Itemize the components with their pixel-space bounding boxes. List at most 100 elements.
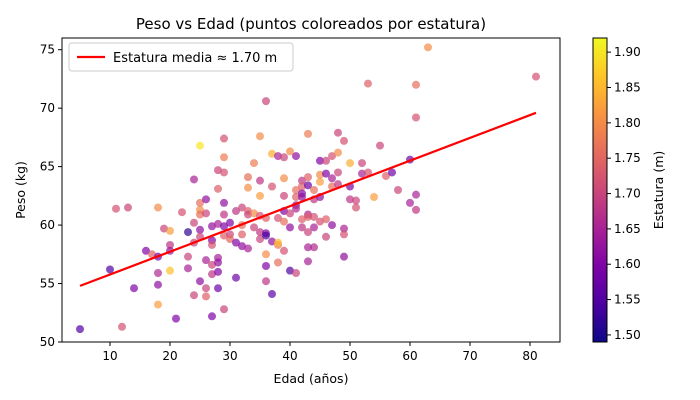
data-point [310,243,318,252]
data-point [226,218,234,227]
data-point [412,80,420,89]
data-point [244,244,252,253]
data-point [340,224,348,233]
data-point [196,277,204,286]
data-point [358,169,366,178]
data-point [148,250,156,259]
data-point [220,168,228,177]
y-tick-label: 75 [40,43,55,57]
data-point [184,228,192,237]
data-point [334,148,342,157]
x-axis-label: Edad (años) [274,371,349,386]
data-point [124,203,132,212]
data-point [256,176,264,185]
data-point [274,214,282,223]
data-point [202,284,210,293]
data-point [232,238,240,247]
data-point [208,260,216,269]
data-point [304,173,312,182]
data-point [196,198,204,207]
colorbar-tick-label: 1.80 [614,116,641,130]
data-point [214,219,222,228]
data-point [304,243,312,252]
data-point [262,250,270,259]
data-point [412,113,420,122]
data-point [262,97,270,106]
data-point [112,204,120,213]
data-point [310,186,318,194]
data-point [208,240,216,249]
data-point [274,152,282,161]
data-point [292,152,300,161]
data-point [280,191,288,200]
data-point [406,198,414,207]
data-point [220,305,228,314]
x-tick-label: 50 [342,349,357,363]
data-point [328,174,336,183]
data-point [214,166,222,175]
data-point [304,257,312,266]
data-point [532,72,540,81]
colorbar-tick-label: 1.65 [614,222,641,236]
colorbar-tick-label: 1.55 [614,293,641,307]
data-point [268,149,276,158]
colorbar-tick-label: 1.85 [614,80,641,94]
x-tick-label: 60 [402,349,417,363]
data-point [286,147,294,156]
data-point [364,168,372,177]
data-point [184,252,192,261]
colorbar-tick-label: 1.90 [614,45,641,59]
data-point [286,266,294,275]
colorbar-tick-label: 1.60 [614,257,641,271]
data-point [76,325,84,334]
data-point [160,224,168,233]
data-point [340,252,348,261]
data-point [298,215,306,224]
plot-frame [61,37,561,343]
legend: Estatura media ≈ 1.70 m [68,42,294,72]
data-point [154,300,162,309]
data-point [244,173,252,182]
legend-box [68,42,294,72]
data-point [166,226,174,235]
colorbar-tick-label: 1.70 [614,187,641,201]
data-point [280,246,288,255]
data-point [424,43,432,52]
data-point [166,266,174,275]
data-point [316,156,324,165]
x-tick-label: 20 [162,349,177,363]
data-point [190,291,198,300]
data-point [268,182,276,191]
data-point [130,284,138,293]
data-point [196,210,204,219]
data-point [256,191,264,200]
data-point [202,195,210,204]
data-point [274,238,282,247]
data-point [214,267,222,276]
chart-title: Peso vs Edad (puntos coloreados por esta… [136,15,486,33]
data-point [226,235,234,244]
data-point [298,176,306,185]
data-point [310,212,318,221]
data-point [286,209,294,218]
data-point [154,269,162,278]
colorbar-tick-label: 1.75 [614,151,641,165]
data-point [274,258,282,267]
data-point [220,231,228,240]
data-point [280,153,288,162]
data-point [244,210,252,219]
data-point [322,169,330,178]
x-tick-label: 70 [462,349,477,363]
data-point [340,230,348,239]
data-point [196,141,204,150]
data-points [76,43,540,334]
data-point [190,218,198,227]
data-point [298,182,306,191]
data-point [250,159,258,168]
data-point [322,232,330,241]
data-point [256,228,264,237]
x-tick-label: 10 [102,349,117,363]
data-point [250,209,258,218]
data-point [208,222,216,231]
